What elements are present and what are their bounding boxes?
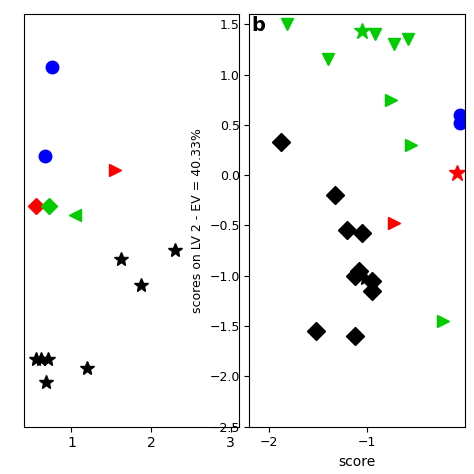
X-axis label: score: score	[338, 455, 375, 469]
Text: b: b	[251, 16, 265, 35]
Y-axis label: scores on LV 2 - EV = 40.33%: scores on LV 2 - EV = 40.33%	[191, 128, 204, 313]
